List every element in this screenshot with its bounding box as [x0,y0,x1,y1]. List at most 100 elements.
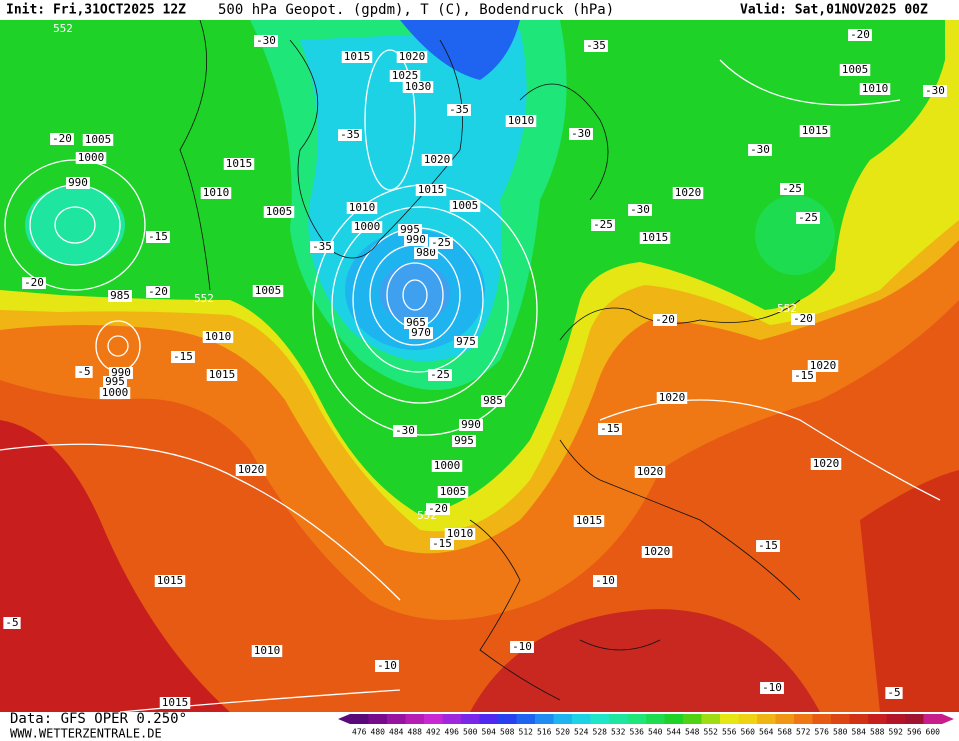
label-box [885,687,903,699]
isobar-label: 965 [406,316,426,329]
colorbar-cell [553,714,573,724]
label-box [593,575,617,587]
field-red [470,609,820,712]
colorbar-label: 596 [907,728,922,737]
label-box [338,129,362,141]
isobar-label: 1010 [447,527,474,540]
isobar-label: -30 [925,84,945,97]
isobar-label: 1000 [102,386,129,399]
site: WWW.WETTERZENTRALE.DE [10,727,162,741]
label-box [839,64,871,76]
colorbar-cell [609,714,628,724]
isobar-label: 1020 [813,457,840,470]
isobar-label: -15 [758,539,778,552]
isobar-label: -15 [432,537,452,550]
colorbar-cell [683,714,702,724]
isobar-label: 990 [111,366,131,379]
isobar-label: -25 [782,182,802,195]
isobar-label: -5 [5,616,18,629]
isobar-label: 1015 [418,183,445,196]
colorbar-cell [350,714,369,724]
label-box [437,486,469,498]
colorbar-label: 576 [815,728,830,737]
isobar-label: 995 [400,223,420,236]
isobar-label: 995 [454,434,474,447]
isobar-label: 1015 [162,696,189,709]
isobar-label: 1005 [85,133,112,146]
contour-label: 552 [194,292,214,305]
isobar-label: -20 [850,28,870,41]
field-blue [380,263,450,323]
isobar-label: 1015 [642,231,669,244]
label-box [108,290,132,302]
colorbar-cell [794,714,813,724]
isobar-label: -10 [595,574,615,587]
isobar-label: -30 [750,143,770,156]
isobar-label: -30 [395,424,415,437]
colorbar-cell [424,714,443,724]
isobar-label: 1005 [452,199,479,212]
label-box [459,419,483,431]
colorbar-label: 564 [759,728,774,737]
label-box [426,503,450,515]
isobar-label: -5 [77,365,90,378]
colorbar-cell [405,714,425,724]
label-box [404,234,428,246]
isobar-label: 1010 [349,201,376,214]
label-box [404,317,428,329]
field-red [0,420,230,712]
colorbar-cell [831,714,850,724]
label-box [859,83,891,95]
isobar-label: 1020 [644,545,671,558]
colorbar-cell [812,714,832,724]
isobar-label: -35 [449,103,469,116]
header-bar [0,0,959,20]
label-box [310,241,334,253]
label-box [641,546,673,558]
isobar-label: -30 [256,34,276,47]
colorbar-cell [442,714,462,724]
label-box [756,540,780,552]
isobar-label: 995 [105,375,125,388]
colorbar-label: 496 [445,728,460,737]
label-box [396,51,428,63]
label-box [66,177,90,189]
label-box [449,200,481,212]
colorbar-label: 480 [371,728,386,737]
isobar-label: -5 [887,686,900,699]
colorbar-cell [775,714,795,724]
isobar-label: 1005 [842,63,869,76]
colorbar-cell [757,714,776,724]
label-box [810,458,842,470]
colorbar-cell [664,714,684,724]
colorbar-label: 600 [926,728,941,737]
colorbar-label: 520 [556,728,571,737]
isobar-label: 1010 [203,186,230,199]
label-box [573,515,605,527]
colorbar-cell [738,714,758,724]
isobar-label: 990 [68,176,88,189]
label-box [656,392,688,404]
label-box [447,104,471,116]
label-box [22,277,46,289]
isobar-label: -15 [173,350,193,363]
isobar-label: 1015 [344,50,371,63]
isobar-label: 990 [461,418,481,431]
label-box [398,224,422,236]
isobar-label: 1000 [434,459,461,472]
label-box [202,331,234,343]
label-box [75,366,93,378]
field-red [860,470,959,712]
isobar-label: 985 [110,289,130,302]
label-box [923,85,947,97]
label-box [429,237,453,249]
isobar-label: 1015 [802,124,829,137]
colorbar-arrow [338,714,350,724]
isobar-label: 970 [411,326,431,339]
isobar-label: 1020 [810,359,837,372]
label-box [639,232,671,244]
title: 500 hPa Geopot. (gpdm), T (C), Bodendruc… [218,2,614,18]
isobar-label: -20 [24,276,44,289]
colorbar-cell [905,714,924,724]
